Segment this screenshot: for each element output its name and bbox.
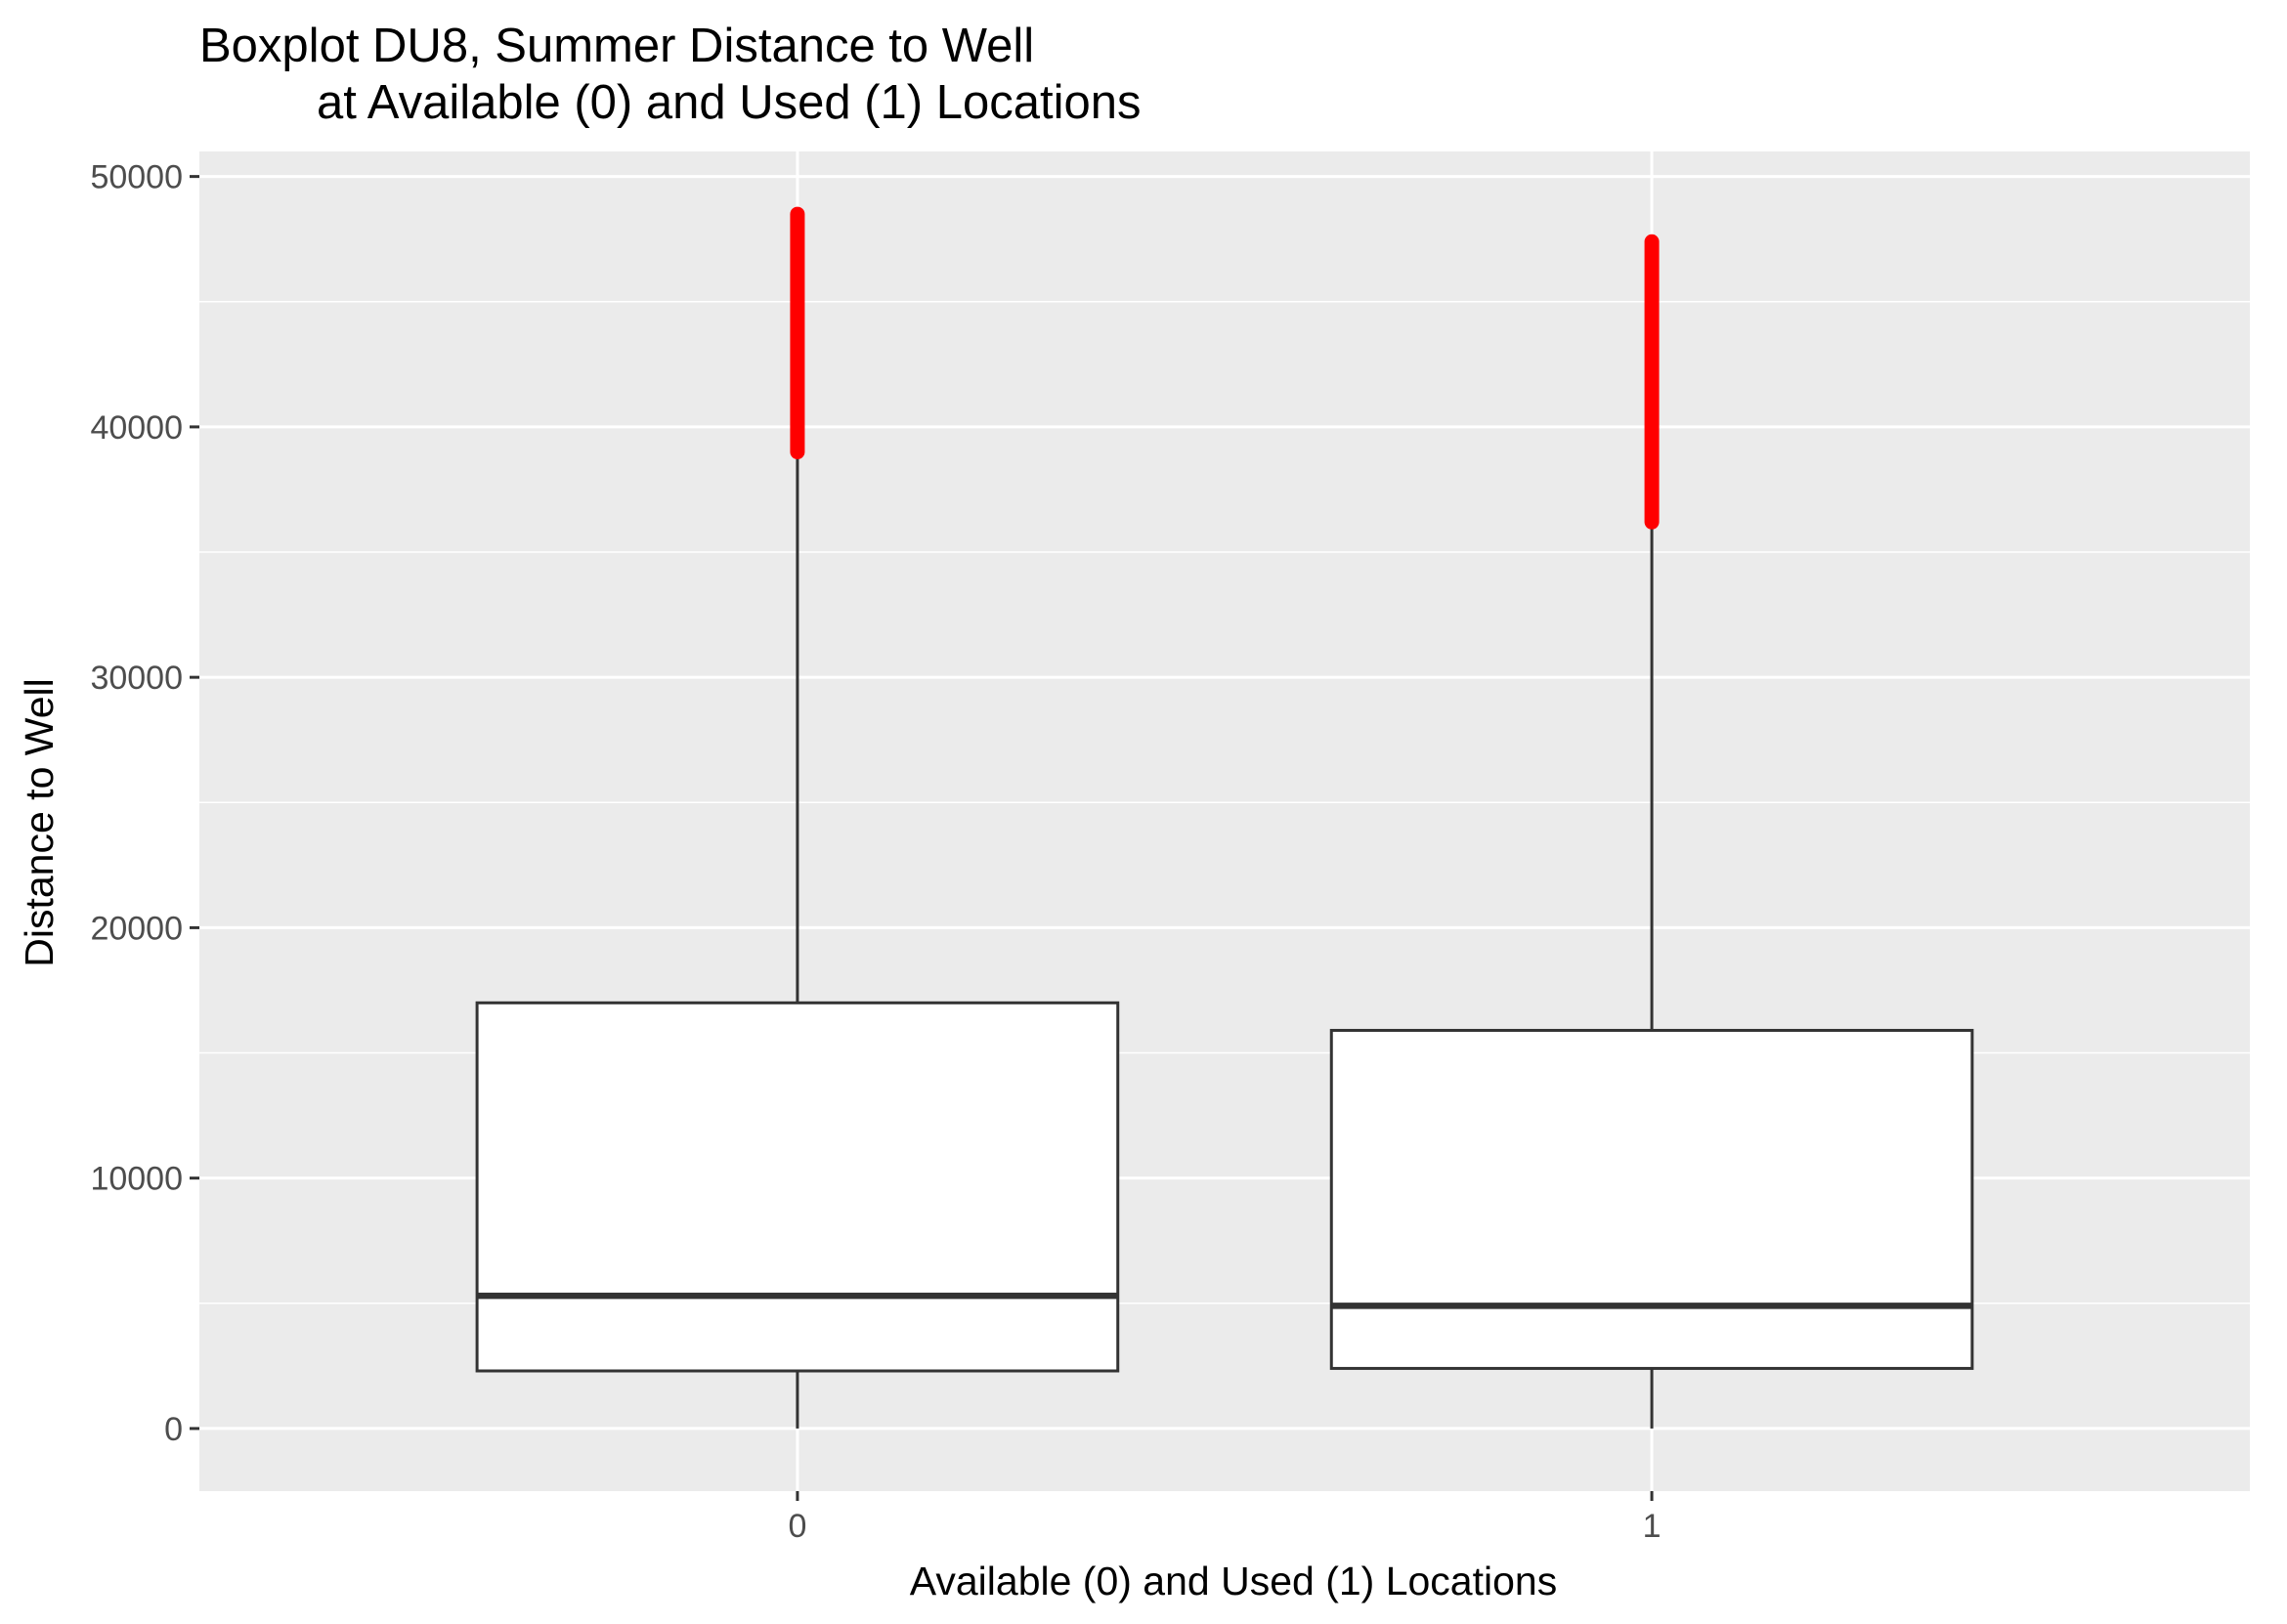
y-tick-label: 40000 xyxy=(90,409,183,447)
box-iqr xyxy=(475,1001,1120,1373)
x-tick-label: 0 xyxy=(788,1508,806,1545)
x-tick-label: 1 xyxy=(1643,1508,1661,1545)
y-tick-label: 10000 xyxy=(90,1161,183,1198)
boxplot-series xyxy=(475,206,1974,1429)
y-tick-label: 0 xyxy=(164,1411,183,1448)
y-tick-label: 30000 xyxy=(90,660,183,697)
box-group xyxy=(475,206,1120,1429)
box-iqr xyxy=(1329,1028,1974,1370)
x-axis-title: Available (0) and Used (1) Locations xyxy=(910,1559,1557,1603)
y-axis: 0 10000 20000 30000 40000 50000 xyxy=(90,159,199,1448)
y-axis-title: Distance to Well xyxy=(17,678,62,966)
y-tick-label: 20000 xyxy=(90,910,183,947)
box-group xyxy=(1329,234,1974,1429)
chart-title: Boxplot DU8, Summer Distance to Well xyxy=(199,20,1034,72)
y-tick-label: 50000 xyxy=(90,159,183,196)
chart-subtitle: at Available (0) and Used (1) Locations xyxy=(317,76,1141,129)
